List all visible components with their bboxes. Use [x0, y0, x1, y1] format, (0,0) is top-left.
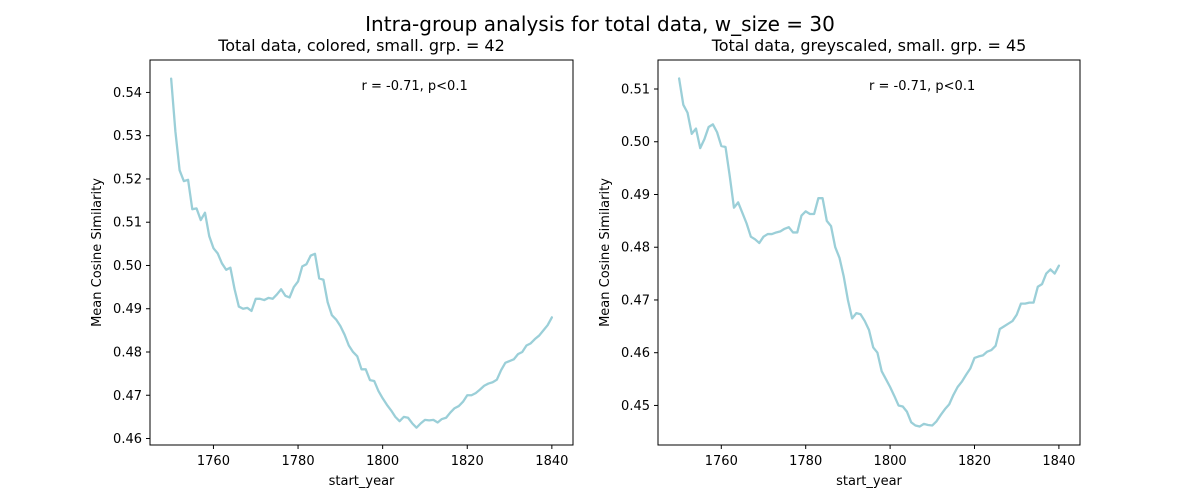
chart-2-ytick-label: 0.47 [621, 293, 650, 308]
chart-1-xtick-label: 1760 [197, 454, 230, 469]
chart-2-xlabel: start_year [836, 474, 902, 489]
chart-1-ytick-label: 0.54 [113, 86, 142, 101]
chart-2-xtick-label: 1780 [789, 454, 822, 469]
chart-2-ytick-label: 0.46 [621, 346, 650, 361]
chart-1-xtick-label: 1840 [535, 454, 568, 469]
chart-1-xlabel: start_year [329, 474, 395, 489]
chart-2-ytick-label: 0.51 [621, 83, 650, 98]
chart-2-series-1-line [677, 77, 1061, 428]
chart-1-ytick-label: 0.47 [113, 389, 142, 404]
chart-1-ytick-label: 0.50 [113, 259, 142, 274]
chart-2-annotation: r = -0.71, p<0.1 [869, 79, 975, 94]
chart-1-axes-frame [149, 59, 574, 446]
chart-1-ytick-label: 0.46 [113, 432, 142, 447]
chart-2-ylabel: Mean Cosine Similarity [598, 178, 613, 327]
chart-2-title: Total data, greyscaled, small. grp. = 45 [711, 36, 1027, 55]
chart-2-ytick-label: 0.50 [621, 135, 650, 150]
chart-1-annotation: r = -0.71, p<0.1 [362, 79, 468, 94]
chart-1-xtick-label: 1820 [451, 454, 484, 469]
chart-1-xtick-label: 1800 [366, 454, 399, 469]
chart-1-ytick-label: 0.48 [113, 345, 142, 360]
chart-1-xtick-label: 1780 [282, 454, 315, 469]
chart-2-xtick-label: 1760 [705, 454, 738, 469]
chart-2-ytick-label: 0.45 [621, 399, 650, 414]
chart-1-ytick-label: 0.53 [113, 129, 142, 144]
chart-2-ytick-label: 0.48 [621, 241, 650, 256]
chart-2-xtick-label: 1800 [874, 454, 907, 469]
chart-1-title: Total data, colored, small. grp. = 42 [217, 36, 505, 55]
chart-2-xtick-label: 1820 [958, 454, 991, 469]
chart-1-ytick-label: 0.52 [113, 172, 142, 187]
chart-2-xtick-label: 1840 [1042, 454, 1075, 469]
chart-1-ytick-label: 0.49 [113, 302, 142, 317]
chart-1-ylabel: Mean Cosine Similarity [90, 178, 105, 327]
chart-2-ytick-label: 0.49 [621, 188, 650, 203]
chart-2-axes-frame [657, 59, 1081, 446]
figure-suptitle: Intra-group analysis for total data, w_s… [365, 12, 835, 36]
chart-1-series-1-line [169, 77, 553, 429]
chart-1-ytick-label: 0.51 [113, 216, 142, 231]
